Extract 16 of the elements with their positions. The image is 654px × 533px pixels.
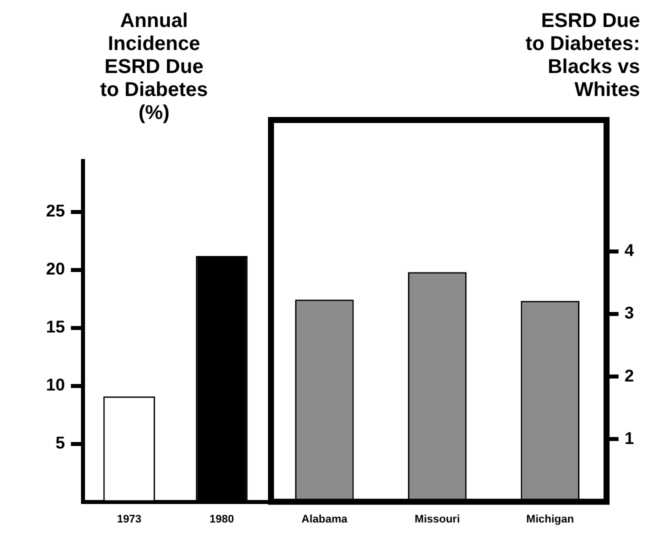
y-tick-label: 5: [55, 434, 65, 453]
x-tick-label: 1973: [116, 513, 142, 526]
x-tick-label: 1980: [209, 513, 234, 526]
y-tick-label: 10: [46, 376, 65, 395]
x-tick-label: Michigan: [526, 513, 574, 526]
chart-title: ESRD Due to Diabetes: Blacks vs Whites: [526, 10, 640, 102]
y2-tick-label: 3: [624, 304, 634, 323]
y2-tick-label: 4: [624, 241, 635, 260]
y2-tick-label: 1: [624, 428, 634, 448]
y2-tick-label: 2: [624, 366, 634, 386]
x-tick-label: Alabama: [301, 513, 348, 526]
y-tick-label: 15: [46, 318, 65, 337]
x-tick-label: Missouri: [414, 513, 460, 526]
y-tick-label: 20: [46, 260, 65, 279]
y-tick-label: 25: [46, 202, 65, 221]
chart-title: Annual Incidence ESRD Due to Diabetes (%): [100, 10, 208, 124]
